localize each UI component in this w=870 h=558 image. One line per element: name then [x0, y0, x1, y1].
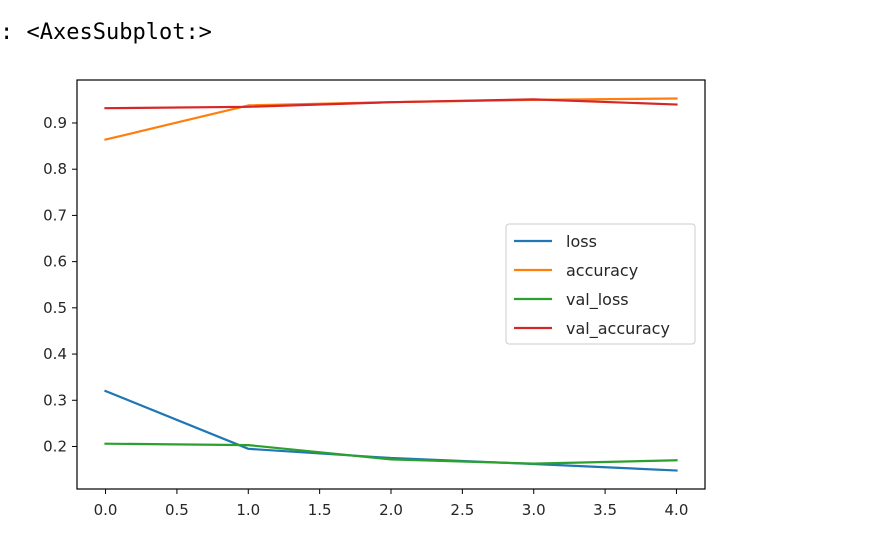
y-tick-label: 0.7 [43, 206, 67, 224]
x-tick-label: 0.5 [165, 501, 189, 519]
series-line-val-loss [104, 442, 678, 465]
legend-box [505, 223, 696, 345]
series-line-accuracy [104, 97, 678, 141]
x-tick-label: 4.0 [665, 501, 689, 519]
y-tick-label: 0.9 [43, 114, 67, 132]
x-tick-label: 1.5 [308, 501, 332, 519]
plot-area [104, 97, 678, 472]
x-tick-label: 0.0 [94, 501, 118, 519]
axes: 0.0 0.5 1.0 1.5 2.0 2.5 3.0 3.5 4.0 0.2 0.3 0.4 0.5 0… [43, 79, 706, 519]
y-tick-label: 0.8 [43, 160, 67, 178]
y-tick-label: 0.3 [43, 391, 67, 409]
legend: loss accuracy val_loss val_accuracy [505, 223, 696, 345]
y-tick-label: 0.6 [43, 253, 67, 271]
output-prompt-marker: : [0, 20, 14, 45]
x-tick-label: 1.0 [236, 501, 260, 519]
series-line-val-accuracy [104, 98, 678, 110]
series-line-loss [104, 389, 678, 472]
legend-label-val-accuracy: val_accuracy [566, 319, 670, 339]
legend-label-accuracy: accuracy [566, 261, 638, 280]
y-tick-label: 0.2 [43, 437, 67, 455]
y-tick-label: 0.5 [43, 299, 67, 317]
output-prompt: : <AxesSubplot:> [0, 20, 212, 45]
x-tick-label: 3.0 [522, 501, 546, 519]
x-tick-label: 3.5 [593, 501, 617, 519]
x-tick-label: 2.5 [450, 501, 474, 519]
legend-label-loss: loss [566, 232, 597, 251]
output-repr-text: <AxesSubplot:> [26, 20, 212, 45]
y-tick-label: 0.4 [43, 345, 67, 363]
x-tick-label: 2.0 [379, 501, 403, 519]
legend-label-val-loss: val_loss [566, 290, 629, 310]
